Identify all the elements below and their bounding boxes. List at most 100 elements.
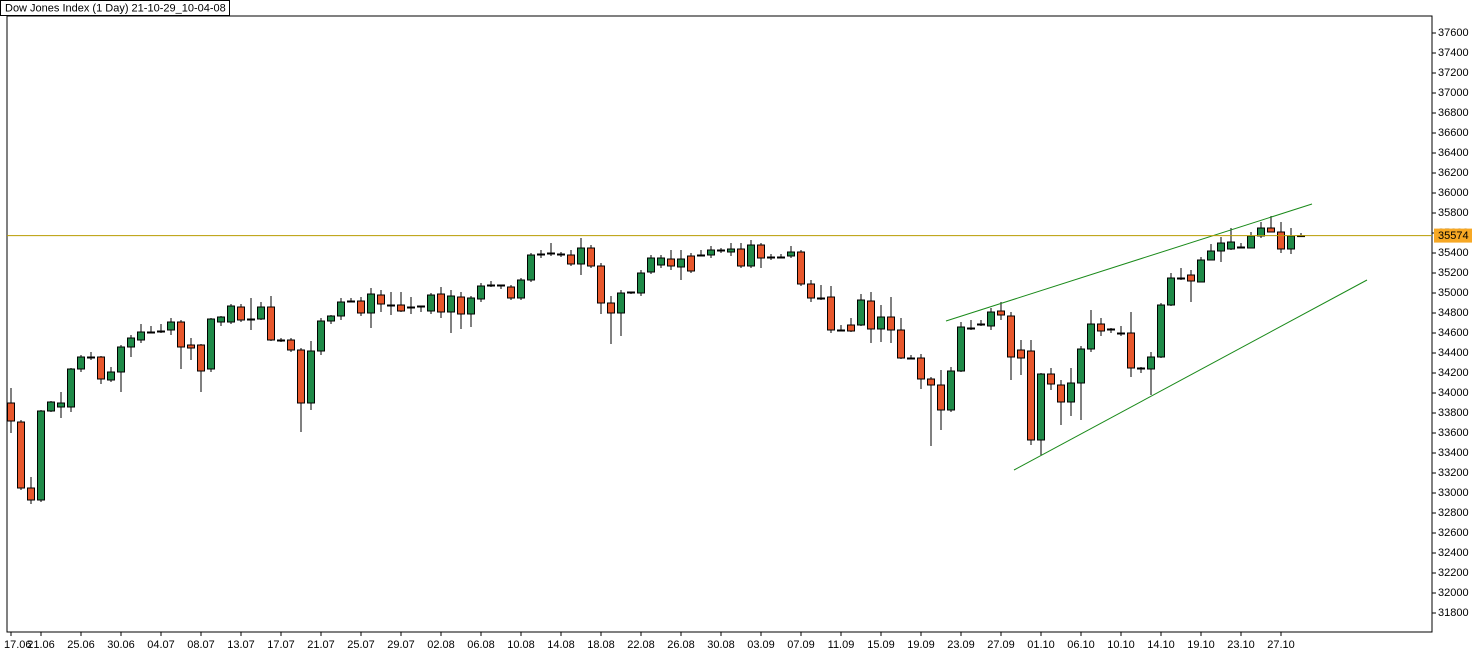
candle-body xyxy=(657,257,665,266)
candle-body xyxy=(577,247,585,265)
y-tick-label: 37200 xyxy=(1438,67,1469,79)
x-tick-label: 11.09 xyxy=(828,639,855,651)
candle-body xyxy=(127,337,135,348)
candle-body xyxy=(547,252,555,255)
candle-body xyxy=(877,316,885,330)
candle-body xyxy=(177,321,185,348)
x-tick-label: 26.08 xyxy=(667,639,695,651)
candle-body xyxy=(627,291,635,294)
candle-body xyxy=(337,301,345,317)
candle-body xyxy=(187,344,195,349)
candle-body xyxy=(427,294,435,312)
x-tick-label: 29.07 xyxy=(387,639,415,651)
x-tick-label: 21.06 xyxy=(27,639,55,651)
candle-body xyxy=(857,299,865,326)
x-tick-label: 01.10 xyxy=(1027,639,1055,651)
candle-body xyxy=(1247,235,1255,249)
candle-body xyxy=(717,249,725,252)
candle-body xyxy=(377,294,385,305)
x-tick-label: 25.07 xyxy=(347,639,375,651)
candle-body xyxy=(997,310,1005,316)
y-tick-label: 36600 xyxy=(1438,127,1469,139)
candle-body xyxy=(1027,350,1035,441)
x-tick-label: 03.09 xyxy=(747,639,775,651)
x-tick-label: 04.07 xyxy=(147,639,175,651)
candle-body xyxy=(257,306,265,320)
candle-body xyxy=(37,410,45,501)
x-tick-label: 21.07 xyxy=(307,639,335,651)
candle-body xyxy=(27,487,35,501)
x-tick-label: 07.09 xyxy=(787,639,815,651)
candle-body xyxy=(1127,332,1135,369)
candle-body xyxy=(507,286,515,299)
candle-body xyxy=(467,297,475,315)
candle-body xyxy=(557,253,565,256)
last-price-label: 35574 xyxy=(1438,230,1469,242)
candle-body xyxy=(757,244,765,259)
candle-body xyxy=(797,251,805,285)
x-tick-label: 23.09 xyxy=(947,639,975,651)
x-tick-label: 23.10 xyxy=(1227,639,1255,651)
candle-body xyxy=(847,324,855,332)
candle-body xyxy=(1287,235,1295,250)
candle-body xyxy=(987,311,995,327)
y-tick-label: 35200 xyxy=(1438,267,1469,279)
trend-line xyxy=(1013,279,1368,471)
candle-body xyxy=(1087,323,1095,350)
candle-body xyxy=(587,247,595,267)
x-tick-label: 18.08 xyxy=(587,639,615,651)
candle-body xyxy=(967,327,975,330)
candle-body xyxy=(1097,323,1105,332)
candle-body xyxy=(1117,332,1125,335)
candle-body xyxy=(867,300,875,330)
y-tick-label: 33400 xyxy=(1438,447,1469,459)
candle-body xyxy=(637,272,645,294)
candle-body xyxy=(77,356,85,370)
candle-body xyxy=(107,371,115,381)
candle-body xyxy=(1157,304,1165,358)
candle-body xyxy=(267,306,275,341)
y-tick-label: 36400 xyxy=(1438,147,1469,159)
x-tick-label: 19.10 xyxy=(1187,639,1215,651)
plot-frame xyxy=(6,15,1433,633)
candle-body xyxy=(1187,274,1195,282)
candle-body xyxy=(207,318,215,370)
x-tick-label: 19.09 xyxy=(907,639,935,651)
candle-body xyxy=(1047,373,1055,385)
candle-body xyxy=(527,254,535,281)
y-tick-label: 36800 xyxy=(1438,107,1469,119)
candle-body xyxy=(707,249,715,256)
candle-body xyxy=(287,339,295,351)
x-tick-label: 02.08 xyxy=(427,639,455,651)
candle-body xyxy=(667,258,675,267)
candle-body xyxy=(397,304,405,312)
x-tick-label: 14.08 xyxy=(547,639,575,651)
candle-body xyxy=(497,284,505,287)
title-box xyxy=(0,0,230,16)
candle-body xyxy=(447,295,455,313)
candle-body xyxy=(727,248,735,253)
x-tick-label: 13.07 xyxy=(227,639,255,651)
x-tick-label: 30.06 xyxy=(107,639,135,651)
candle-body xyxy=(117,346,125,373)
candle-body xyxy=(417,305,425,308)
candle-body xyxy=(807,283,815,299)
candle-body xyxy=(517,279,525,299)
candle-body xyxy=(937,384,945,411)
x-tick-label: 06.10 xyxy=(1067,639,1095,651)
candle-body xyxy=(537,253,545,256)
y-tick-label: 33600 xyxy=(1438,427,1469,439)
candle-body xyxy=(147,331,155,334)
y-tick-label: 35800 xyxy=(1438,207,1469,219)
candle-body xyxy=(977,323,985,326)
x-tick-label: 25.06 xyxy=(67,639,95,651)
chart-title: Dow Jones Index (1 Day) 21-10-29_10-04-0… xyxy=(5,2,226,14)
candle-body xyxy=(1277,231,1285,250)
x-tick-label: 17.06 xyxy=(4,639,32,651)
x-tick-label: 14.10 xyxy=(1147,639,1175,651)
candle-body xyxy=(227,305,235,323)
candle-body xyxy=(307,350,315,404)
candle-body xyxy=(1197,259,1205,283)
